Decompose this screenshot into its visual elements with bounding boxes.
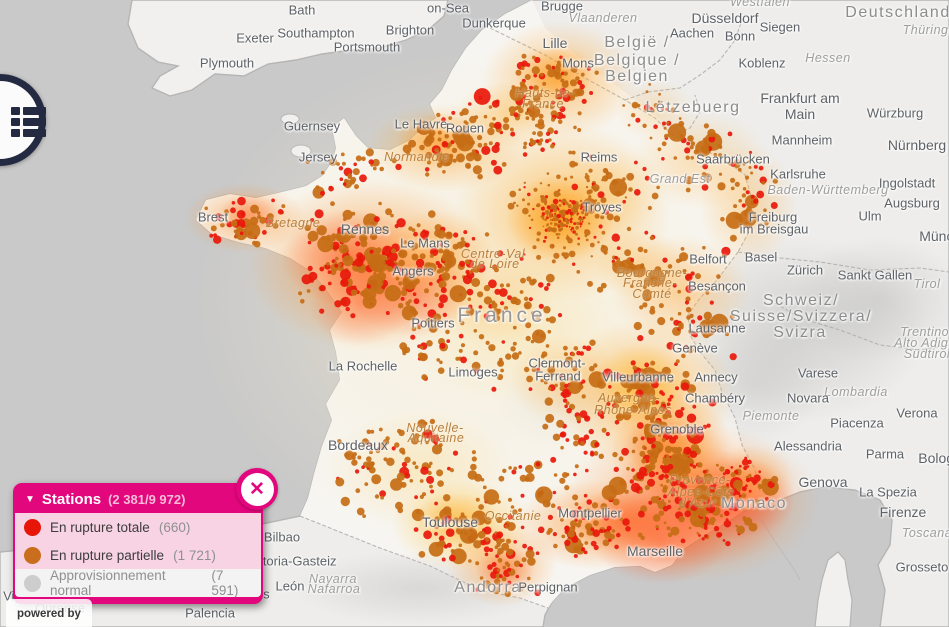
- jersey-island: [290, 144, 312, 158]
- legend-item-label: En rupture partielle: [50, 547, 165, 563]
- legend-row-rupture-partielle: En rupture partielle (1 721): [15, 541, 261, 569]
- legend-station-count: (2 381/9 972): [108, 491, 186, 507]
- corsica-island: [814, 551, 853, 627]
- legend-title: Stations: [41, 490, 102, 508]
- legend-row-normal: Approvisionnement normal (7 591): [15, 568, 261, 597]
- legend-item-label: Approvisionnement normal: [50, 568, 166, 597]
- legend-item-count: (660): [158, 519, 191, 535]
- legend-item-label: En rupture totale: [50, 519, 150, 535]
- legend-item-count: (1 721): [173, 547, 216, 563]
- legend-close-button[interactable]: ✕: [236, 468, 278, 510]
- close-icon: ✕: [240, 472, 274, 506]
- guernsey-island: [280, 113, 300, 125]
- legend-item-count: (7 591): [211, 568, 239, 597]
- orange-dot-icon: [24, 546, 41, 564]
- collapse-arrow-icon[interactable]: ▼: [25, 493, 35, 505]
- red-dot-icon: [24, 518, 41, 536]
- legend-header[interactable]: ▼ Stations (2 381/9 972): [15, 485, 261, 513]
- list-icon: [11, 107, 46, 137]
- gray-dot-icon: [24, 574, 41, 592]
- powered-by-attribution[interactable]: powered by: [6, 599, 92, 627]
- legend-row-rupture-totale: En rupture totale (660): [15, 513, 261, 541]
- stations-legend-panel: ▼ Stations (2 381/9 972) En rupture tota…: [13, 468, 278, 604]
- powered-by-label: powered by: [17, 608, 81, 620]
- legend-rows: En rupture totale (660) En rupture parti…: [15, 513, 261, 597]
